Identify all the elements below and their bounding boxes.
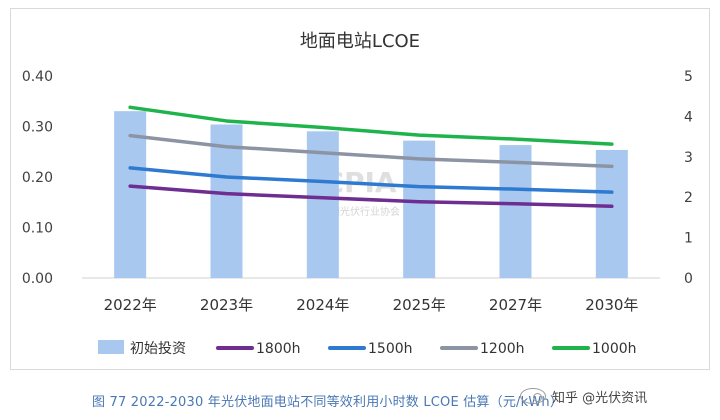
x-tick-label: 2024年 — [296, 296, 349, 314]
x-axis: 2022年 2023年 2024年 2025年 2027年 2030年 — [104, 296, 639, 314]
line-1500h — [128, 166, 614, 194]
source-label: 知乎 @光伏资讯 — [552, 390, 648, 406]
chart-title: 地面电站LCOE — [300, 31, 420, 52]
bar-2025年 — [403, 140, 436, 278]
legend-label: 1200h — [480, 341, 525, 357]
line-series — [128, 105, 614, 209]
line-1800h — [128, 184, 614, 209]
x-tick-label: 2030年 — [585, 296, 638, 314]
bar-series — [114, 111, 628, 278]
bar-2023年 — [210, 124, 243, 278]
left-tick-label: 0.10 — [22, 221, 53, 237]
line-1200h — [128, 133, 614, 169]
bar-2030年 — [595, 149, 628, 278]
legend-label: 初始投资 — [130, 340, 186, 357]
left-tick-label: 0.40 — [22, 69, 53, 85]
left-tick-label: 0.00 — [22, 271, 53, 287]
legend-swatch-bar — [98, 340, 124, 354]
bar-2027年 — [499, 145, 532, 278]
right-axis: 0 1 2 3 4 5 — [684, 69, 693, 287]
legend: 初始投资 1800h 1500h 1200h 1000h — [98, 340, 637, 357]
bar-2024年 — [306, 131, 339, 278]
watermark-subtext: 中国光伏行业协会 — [320, 205, 400, 218]
right-tick-label: 4 — [684, 109, 693, 125]
right-tick-label: 2 — [684, 190, 693, 206]
right-tick-label: 5 — [684, 69, 693, 85]
left-tick-label: 0.30 — [22, 120, 53, 136]
line-1000h — [128, 105, 614, 146]
left-axis: 0.00 0.10 0.20 0.30 0.40 — [22, 69, 53, 287]
figure-caption: 图 77 2022-2030 年光伏地面电站不同等效利用小时数 LCOE 估算（… — [92, 395, 564, 410]
right-tick-label: 3 — [684, 150, 693, 166]
bar-2022年 — [114, 111, 147, 278]
right-tick-label: 0 — [684, 271, 693, 287]
chat-bubble-icon — [520, 388, 546, 404]
source-badge: 知乎 @光伏资讯 — [520, 381, 710, 411]
x-tick-label: 2025年 — [393, 296, 446, 314]
legend-label: 1800h — [256, 341, 301, 357]
right-tick-label: 1 — [684, 231, 693, 247]
legend-label: 1000h — [592, 341, 637, 357]
x-tick-label: 2022年 — [104, 296, 157, 314]
x-tick-label: 2027年 — [489, 296, 542, 314]
legend-label: 1500h — [368, 341, 413, 357]
x-tick-label: 2023年 — [200, 296, 253, 314]
left-tick-label: 0.20 — [22, 170, 53, 186]
